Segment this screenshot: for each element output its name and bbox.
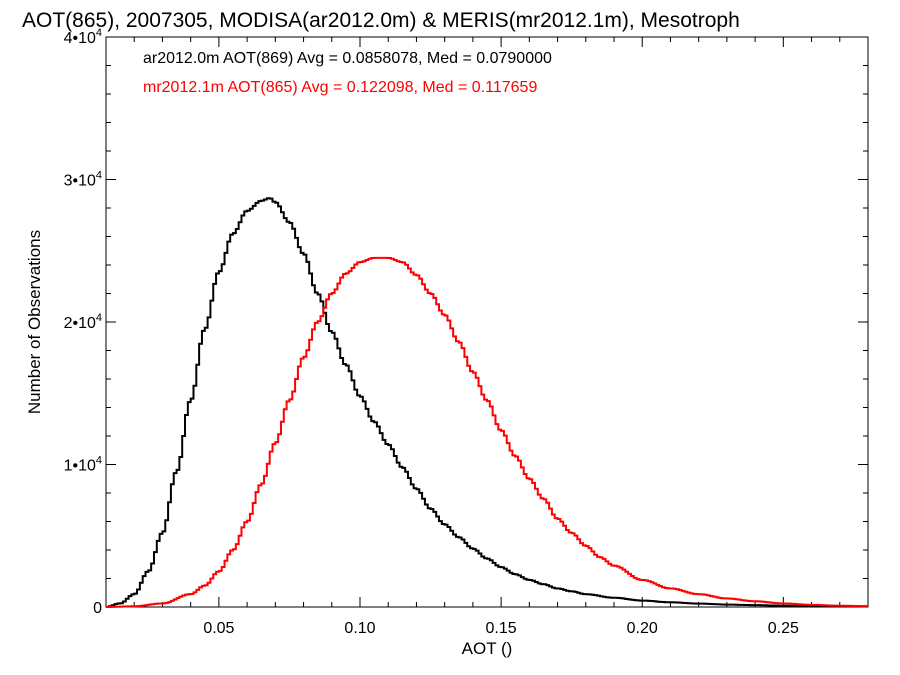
y-tick-label-base: 4•10 [64,30,96,47]
x-tick-label: 0.05 [203,620,234,637]
y-tick-label-base: 1•10 [64,458,96,475]
y-tick-label-base: 0 [93,600,102,617]
chart-title: AOT(865), 2007305, MODISA(ar2012.0m) & M… [22,9,740,32]
x-tick-label: 0.20 [627,620,658,637]
y-tick-label-exponent: 4 [96,27,102,39]
y-tick-label: 1•104 [64,455,102,475]
y-tick-label: 2•104 [64,312,102,332]
y-tick-label-base: 2•10 [64,315,96,332]
x-tick-label: 0.25 [768,620,799,637]
x-axis-label: AOT () [462,639,513,658]
series-layer [106,197,868,608]
axis-ticks: 0.05 0.10 0.15 0.20 0.2501•1042•1043•1044•10… [64,27,868,637]
y-tick-label-exponent: 4 [96,455,102,467]
legend-entry-red: mr2012.1m AOT(865) Avg = 0.122098, Med =… [143,79,537,96]
y-axis-label: Number of Observations [25,230,44,414]
legend-entry-black: ar2012.0m AOT(869) Avg = 0.0858078, Med … [143,50,552,67]
y-tick-label: 3•104 [64,170,102,190]
series-line-red [106,256,868,608]
series-line-black [106,197,868,608]
x-tick-label: 0.15 [486,620,517,637]
x-tick-label: 0.10 [344,620,375,637]
y-tick-label: 4•104 [64,27,102,47]
plot-frame [105,36,869,608]
y-tick-label-base: 3•10 [64,173,96,190]
y-tick-label: 0 [93,600,102,617]
y-tick-label-exponent: 4 [96,312,102,324]
y-tick-label-exponent: 4 [96,170,102,182]
